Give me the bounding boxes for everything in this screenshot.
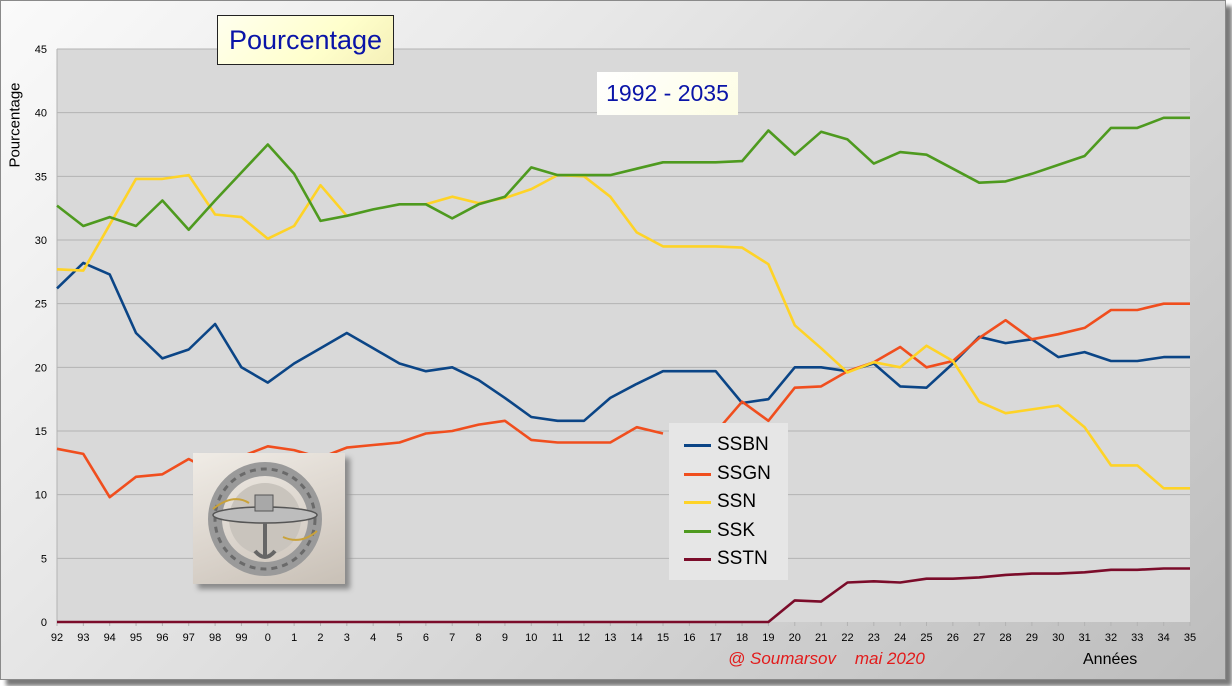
x-tick-label: 17 <box>710 632 722 644</box>
x-tick-label: 1 <box>291 632 297 644</box>
y-tick-label: 30 <box>35 235 47 247</box>
x-tick-label: 0 <box>265 632 271 644</box>
series-line-ssbn <box>56 261 1190 423</box>
x-tick-label: 18 <box>736 632 748 644</box>
x-tick-label: 35 <box>1184 632 1196 644</box>
x-tick-label: 29 <box>1026 632 1038 644</box>
x-tick-label: 21 <box>815 632 827 644</box>
x-tick-label: 25 <box>920 632 932 644</box>
y-tick-label: 10 <box>35 490 47 502</box>
x-tick-label: 27 <box>973 632 985 644</box>
x-tick-label: 32 <box>1105 632 1117 644</box>
legend-label: SSGN <box>717 462 771 484</box>
x-tick-label: 2 <box>317 632 323 644</box>
y-axis-label: Pourcentage <box>6 82 24 168</box>
x-tick-label: 13 <box>604 632 616 644</box>
legend-swatch <box>684 444 711 447</box>
y-tick-label: 25 <box>35 299 47 311</box>
x-tick-label: 4 <box>370 632 376 644</box>
chart-subtitle: 1992 - 2035 <box>597 72 738 115</box>
author-credit: @ Soumarsov mai 2020 <box>728 649 925 668</box>
x-tick-label: 10 <box>525 632 537 644</box>
legend-label: SSN <box>717 491 757 512</box>
chart-title: Pourcentage <box>217 15 394 65</box>
x-tick-label: 11 <box>552 632 563 644</box>
x-tick-label: 15 <box>657 632 669 644</box>
x-tick-label: 95 <box>130 632 142 644</box>
x-tick-label: 92 <box>51 632 63 644</box>
x-tick-label: 94 <box>104 632 116 644</box>
x-tick-label: 28 <box>999 632 1011 644</box>
series-line-ssn <box>56 173 1190 490</box>
x-tick-label: 96 <box>156 632 168 644</box>
y-tick-label: 5 <box>41 553 47 565</box>
x-tick-label: 16 <box>683 632 695 644</box>
x-tick-label: 33 <box>1131 632 1143 644</box>
submarine-badge-icon <box>193 453 345 584</box>
y-tick-label: 40 <box>35 108 47 120</box>
x-tick-label: 23 <box>868 632 880 644</box>
x-tick-label: 7 <box>449 632 455 644</box>
y-tick-label: 0 <box>41 617 47 629</box>
x-tick-label: 93 <box>77 632 89 644</box>
x-tick-label: 3 <box>344 632 350 644</box>
legend-swatch <box>684 501 711 504</box>
y-tick-label: 20 <box>35 362 47 374</box>
y-tick-label: 35 <box>35 171 47 183</box>
x-tick-label: 98 <box>209 632 221 644</box>
x-tick-label: 12 <box>578 632 590 644</box>
chart-legend: SSBN SSGN SSN SSK SSTN <box>669 423 788 580</box>
x-tick-label: 19 <box>762 632 774 644</box>
x-axis-label: Années <box>1083 651 1138 668</box>
legend-swatch <box>684 472 711 476</box>
legend-swatch <box>684 558 711 561</box>
x-tick-label: 26 <box>947 632 959 644</box>
legend-label: SSTN <box>717 548 768 569</box>
x-tick-label: 31 <box>1078 632 1090 644</box>
x-tick-label: 30 <box>1052 632 1064 644</box>
x-tick-label: 8 <box>476 632 482 644</box>
legend-label: SSBN <box>717 434 769 455</box>
x-tick-label: 20 <box>789 632 801 644</box>
legend-label: SSK <box>717 519 756 541</box>
series-line-ssk <box>56 116 1190 232</box>
x-tick-label: 5 <box>396 632 402 644</box>
x-tick-label: 6 <box>423 632 429 644</box>
x-tick-label: 34 <box>1158 632 1170 644</box>
y-tick-label: 15 <box>35 426 47 438</box>
legend-swatch <box>684 529 711 533</box>
x-tick-label: 99 <box>235 632 247 644</box>
x-tick-label: 24 <box>894 632 906 644</box>
x-tick-label: 22 <box>841 632 853 644</box>
x-tick-label: 97 <box>183 632 195 644</box>
y-tick-label: 45 <box>35 44 47 56</box>
x-tick-label: 9 <box>502 632 508 644</box>
series-line-sstn <box>57 567 1190 624</box>
x-tick-label: 14 <box>631 632 643 644</box>
